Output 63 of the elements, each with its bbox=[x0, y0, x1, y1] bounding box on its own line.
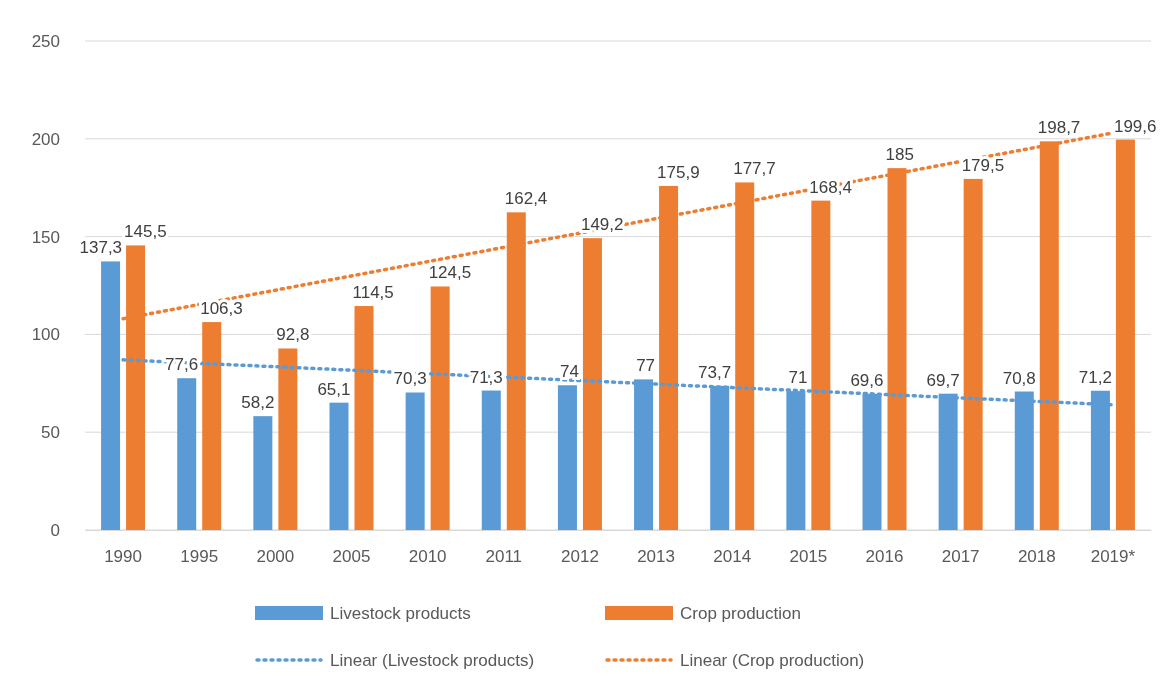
legend-label: Linear (Crop production) bbox=[680, 651, 865, 670]
bar bbox=[253, 416, 273, 530]
data-label: 69,7 bbox=[926, 370, 960, 390]
x-tick-label: 2018 bbox=[1017, 547, 1056, 567]
bar bbox=[177, 378, 197, 530]
data-label: 73,7 bbox=[698, 362, 732, 382]
x-tick-label: 2015 bbox=[789, 547, 828, 567]
data-label: 74 bbox=[560, 362, 579, 382]
data-label: 70,3 bbox=[393, 369, 427, 389]
data-label: 69,6 bbox=[850, 370, 884, 390]
x-tick-label: 1990 bbox=[104, 547, 142, 567]
x-tick-label: 2016 bbox=[865, 547, 904, 567]
y-tick-label: 0 bbox=[50, 520, 60, 540]
x-tick-label: 2013 bbox=[637, 547, 675, 567]
x-tick-label: 2000 bbox=[256, 547, 295, 567]
x-tick-label: 2012 bbox=[561, 547, 599, 567]
legend-label: Linear (Livestock products) bbox=[330, 651, 535, 670]
data-label: 198,7 bbox=[1037, 118, 1081, 138]
x-tick-label: 2011 bbox=[485, 547, 523, 567]
data-label: 58,2 bbox=[241, 393, 275, 413]
bar bbox=[430, 286, 450, 530]
y-tick-label: 250 bbox=[31, 31, 60, 51]
data-label: 71,2 bbox=[1078, 367, 1112, 387]
x-tick-label: 2017 bbox=[941, 547, 980, 567]
data-label: 199,6 bbox=[1113, 116, 1157, 136]
data-label: 92,8 bbox=[276, 325, 310, 345]
data-label: 145,5 bbox=[124, 222, 167, 242]
data-label: 175,9 bbox=[657, 162, 700, 182]
data-label: 70,8 bbox=[1002, 368, 1036, 388]
y-tick-label: 200 bbox=[31, 129, 60, 149]
data-label: 185 bbox=[885, 145, 914, 165]
bar bbox=[354, 306, 374, 530]
data-label: 149,2 bbox=[580, 215, 624, 235]
x-tick-label: 2005 bbox=[332, 547, 371, 567]
data-label: 65,1 bbox=[317, 379, 351, 399]
data-label: 179,5 bbox=[961, 155, 1005, 175]
data-label: 114,5 bbox=[352, 283, 394, 303]
x-tick-label: 1995 bbox=[180, 547, 219, 567]
data-label: 71 bbox=[788, 368, 808, 388]
data-label: 162,4 bbox=[504, 189, 548, 209]
bar bbox=[557, 385, 577, 530]
bar bbox=[481, 390, 501, 530]
bar bbox=[582, 238, 602, 530]
data-label: 124,5 bbox=[428, 263, 472, 283]
bar bbox=[278, 348, 298, 530]
bar bbox=[811, 200, 831, 530]
bar bbox=[405, 392, 425, 530]
bar bbox=[202, 322, 222, 530]
bar bbox=[963, 178, 983, 530]
data-label: 77 bbox=[636, 356, 656, 376]
data-label: 137,3 bbox=[79, 238, 123, 258]
data-label: 106,3 bbox=[200, 299, 243, 319]
legend-label: Livestock products bbox=[330, 604, 471, 623]
x-tick-label: 2010 bbox=[408, 547, 447, 567]
y-tick-label: 150 bbox=[31, 227, 60, 247]
x-tick-label: 2019* bbox=[1090, 547, 1136, 567]
data-label: 177,7 bbox=[733, 159, 776, 179]
legend-label: Crop production bbox=[680, 604, 801, 623]
bar bbox=[329, 402, 349, 530]
x-tick-label: 2014 bbox=[713, 547, 752, 567]
y-tick-label: 50 bbox=[41, 423, 60, 443]
y-tick-label: 100 bbox=[31, 325, 60, 345]
bar bbox=[1115, 139, 1135, 530]
